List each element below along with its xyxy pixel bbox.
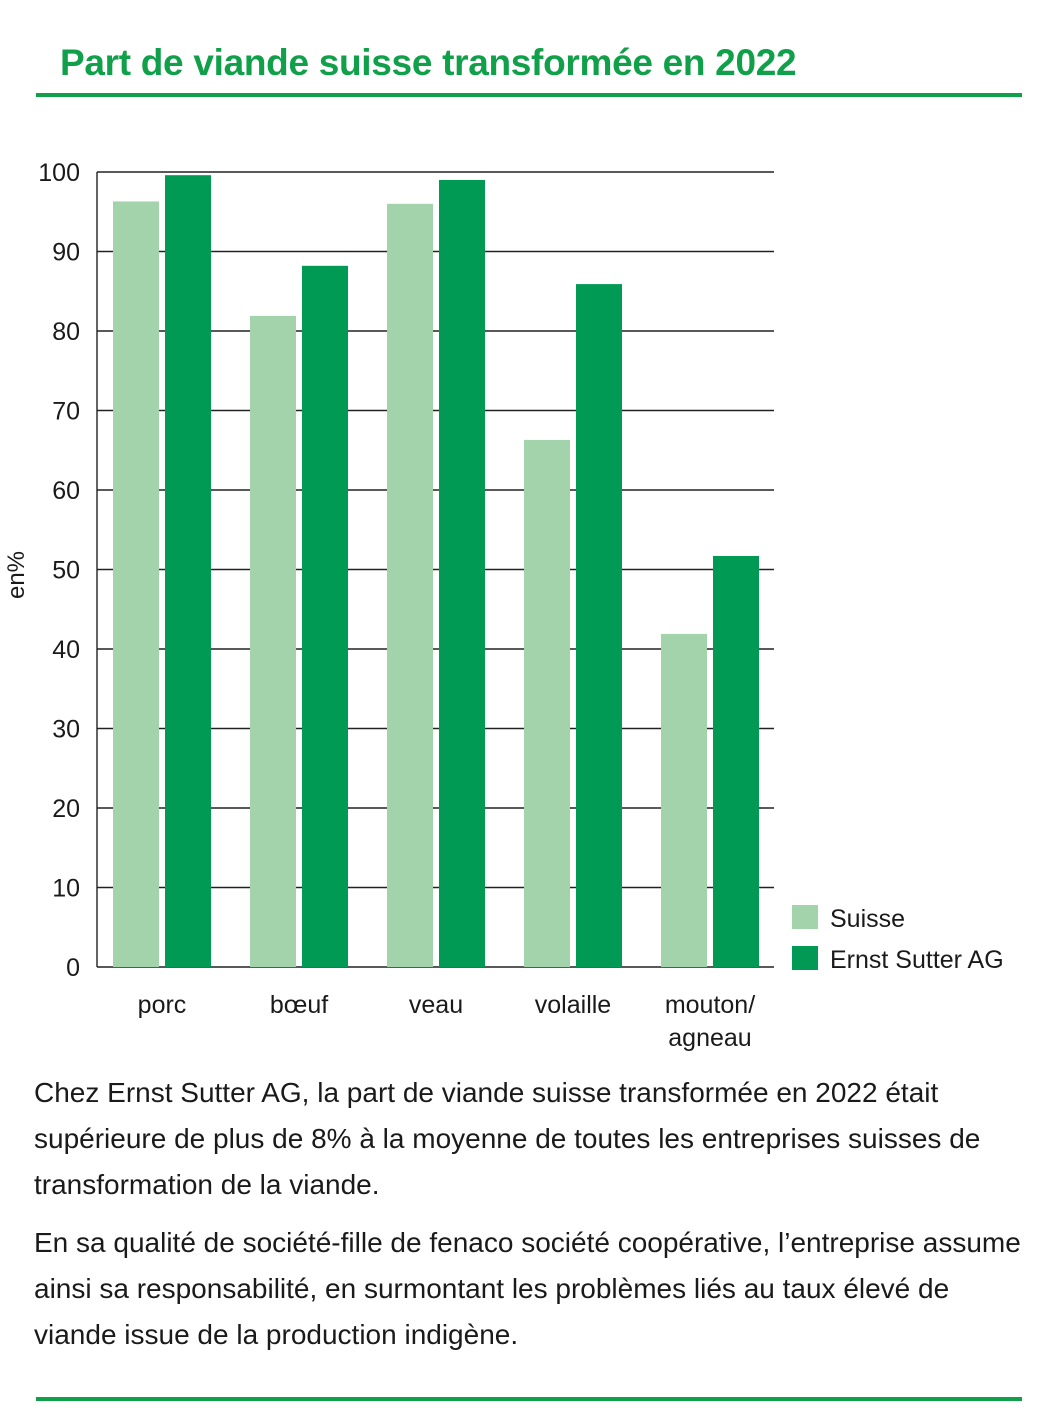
- bar-suisse-3: [524, 439, 570, 967]
- y-tick-label: 10: [52, 875, 80, 903]
- y-tick-label: 80: [52, 318, 80, 346]
- y-tick-label: 70: [52, 398, 80, 426]
- chart-title: Part de viande suisse transformée en 202…: [60, 42, 797, 83]
- bar-ernst-sutter-1: [302, 265, 348, 967]
- legend-swatch-suisse: [792, 905, 818, 929]
- y-axis-label: en%: [3, 551, 30, 599]
- bar-chart: 0 10 20 30 40 50 60 70 80 90 100 en% porc bœuf veau vol…: [3, 159, 1004, 1052]
- description-paragraph-1: Chez Ernst Sutter AG, la part de viande …: [34, 1077, 981, 1200]
- bar-suisse-0: [113, 201, 159, 967]
- y-tick-label: 90: [52, 239, 80, 267]
- legend-label-suisse: Suisse: [830, 905, 905, 933]
- y-tick-label: 60: [52, 477, 80, 505]
- x-tick-label: bœuf: [270, 991, 328, 1019]
- bar-suisse-2: [387, 203, 433, 968]
- y-tick-label: 0: [66, 954, 80, 982]
- bar-suisse-1: [250, 315, 296, 967]
- y-tick-label: 30: [52, 716, 80, 744]
- x-tick-label: volaille: [535, 991, 611, 1019]
- y-tick-label: 40: [52, 636, 80, 664]
- legend-label-ernst-sutter: Ernst Sutter AG: [830, 946, 1004, 974]
- x-tick-label: porc: [138, 991, 187, 1019]
- bottom-divider: [36, 1397, 1022, 1401]
- y-tick-label: 20: [52, 795, 80, 823]
- bar-ernst-sutter-2: [439, 179, 485, 967]
- x-tick-label: mouton/agneau: [665, 991, 755, 1052]
- top-divider: [36, 93, 1022, 97]
- bar-ernst-sutter-4: [713, 555, 759, 967]
- x-tick-label: veau: [409, 991, 463, 1019]
- description-paragraph-2: En sa qualité de société-fille de fenaco…: [34, 1227, 1021, 1350]
- bar-ernst-sutter-3: [576, 284, 622, 968]
- y-tick-label: 50: [52, 557, 80, 585]
- bar-ernst-sutter-0: [165, 175, 211, 967]
- bar-suisse-4: [661, 633, 707, 967]
- y-tick-label: 100: [38, 159, 80, 187]
- legend-swatch-ernst-sutter: [792, 946, 818, 970]
